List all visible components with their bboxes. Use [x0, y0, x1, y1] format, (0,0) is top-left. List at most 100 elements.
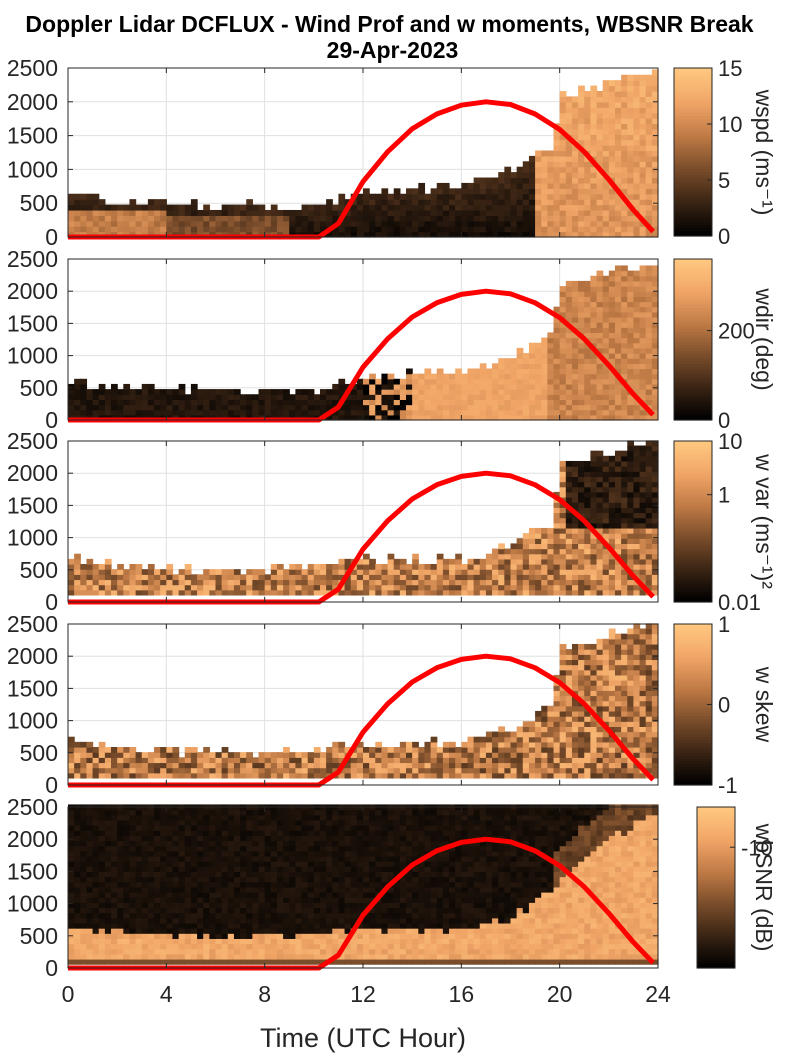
heatmap-cell — [424, 569, 431, 575]
heatmap-cell — [621, 476, 628, 482]
heatmap-cell — [541, 528, 548, 534]
heatmap-cell — [99, 892, 106, 898]
heatmap-cell — [566, 150, 573, 156]
heatmap-cell — [633, 649, 640, 655]
heatmap-cell — [185, 574, 192, 580]
heatmap-cell — [197, 773, 204, 779]
heatmap-cell — [431, 379, 438, 385]
heatmap-cell — [627, 726, 634, 732]
heatmap-cell — [578, 559, 585, 565]
heatmap-cell — [443, 752, 450, 758]
heatmap-cell — [554, 394, 561, 400]
heatmap-cell — [609, 654, 616, 660]
heatmap-cell — [627, 145, 634, 151]
heatmap-cell — [86, 747, 93, 753]
heatmap-cell — [627, 353, 634, 359]
heatmap-cell — [603, 685, 610, 691]
heatmap-cell — [320, 221, 327, 227]
heatmap-cell — [136, 768, 143, 774]
heatmap-cell — [566, 379, 573, 385]
heatmap-cell — [117, 757, 124, 763]
panel-w-skew: 05001000150020002500-101w skew — [7, 611, 777, 798]
heatmap-cell — [560, 167, 567, 173]
heatmap-cell — [99, 913, 106, 919]
heatmap-cell — [529, 752, 536, 758]
heatmap-cell — [566, 102, 573, 108]
heatmap-cell — [566, 374, 573, 380]
heatmap-cell — [99, 830, 106, 836]
heatmap-cell — [554, 711, 561, 717]
heatmap-cell — [123, 747, 130, 753]
heatmap-cell — [234, 399, 241, 405]
heatmap-cell — [621, 281, 628, 287]
heatmap-cell — [584, 716, 591, 722]
heatmap-cell — [129, 564, 136, 570]
heatmap-cell — [68, 585, 75, 591]
heatmap-cell — [572, 368, 579, 374]
heatmap-cell — [640, 379, 647, 385]
heatmap-cell — [541, 399, 548, 405]
heatmap-cell — [640, 497, 647, 503]
heatmap-cell — [86, 389, 93, 395]
heatmap-cell — [554, 358, 561, 364]
heatmap-cell — [627, 690, 634, 696]
heatmap-cell — [375, 569, 382, 575]
heatmap-cell — [627, 286, 634, 292]
heatmap-cell — [93, 569, 100, 575]
heatmap-cell — [517, 374, 524, 380]
heatmap-cell — [640, 271, 647, 277]
heatmap-cell — [560, 343, 567, 349]
heatmap-cell — [627, 665, 634, 671]
heatmap-cell — [541, 711, 548, 717]
heatmap-cell — [621, 145, 628, 151]
heatmap-cell — [129, 210, 136, 216]
heatmap-cell — [111, 913, 118, 919]
heatmap-cell — [590, 368, 597, 374]
heatmap-cell — [222, 768, 229, 774]
heatmap-cell — [461, 226, 468, 232]
heatmap-cell — [166, 773, 173, 779]
heatmap-cell — [640, 276, 647, 282]
heatmap-cell — [351, 757, 358, 763]
heatmap-cell — [627, 150, 634, 156]
heatmap-cell — [584, 210, 591, 216]
heatmap-cell — [375, 585, 382, 591]
heatmap-cell — [566, 226, 573, 232]
heatmap-cell — [406, 215, 413, 221]
heatmap-cell — [283, 757, 290, 763]
heatmap-cell — [547, 721, 554, 727]
heatmap-cell — [615, 205, 622, 211]
heatmap-cell — [523, 585, 530, 591]
heatmap-cell — [560, 363, 567, 369]
heatmap-cell — [80, 574, 87, 580]
heatmap-cell — [541, 363, 548, 369]
heatmap-cell — [621, 123, 628, 129]
heatmap-cell — [172, 215, 179, 221]
heatmap-cell — [314, 210, 321, 216]
heatmap-cell — [597, 134, 604, 140]
heatmap-cell — [467, 569, 474, 575]
heatmap-cell — [566, 312, 573, 318]
heatmap-cell — [609, 384, 616, 390]
heatmap-cell — [597, 210, 604, 216]
heatmap-cell — [492, 742, 499, 748]
heatmap-cell — [584, 752, 591, 758]
colorbar: -101w skew — [674, 612, 777, 798]
heatmap-cell — [603, 502, 610, 508]
panel-wbSNR: 0 4 8 12 16 20 2405001000150020002500-10wbSNR … — [7, 794, 777, 1007]
heatmap-cell — [554, 721, 561, 727]
heatmap-cell — [578, 317, 585, 323]
heatmap-cell — [640, 675, 647, 681]
heatmap-cell — [431, 226, 438, 232]
heatmap-cell — [105, 569, 112, 575]
heatmap-cell — [486, 188, 493, 194]
heatmap-cell — [406, 742, 413, 748]
heatmap-cell — [523, 188, 530, 194]
heatmap-cell — [504, 549, 511, 555]
heatmap-cell — [633, 690, 640, 696]
heatmap-cell — [584, 410, 591, 416]
heatmap-cell — [93, 851, 100, 857]
heatmap-cell — [633, 507, 640, 513]
heatmap-cell — [166, 410, 173, 416]
heatmap-cell — [105, 830, 112, 836]
